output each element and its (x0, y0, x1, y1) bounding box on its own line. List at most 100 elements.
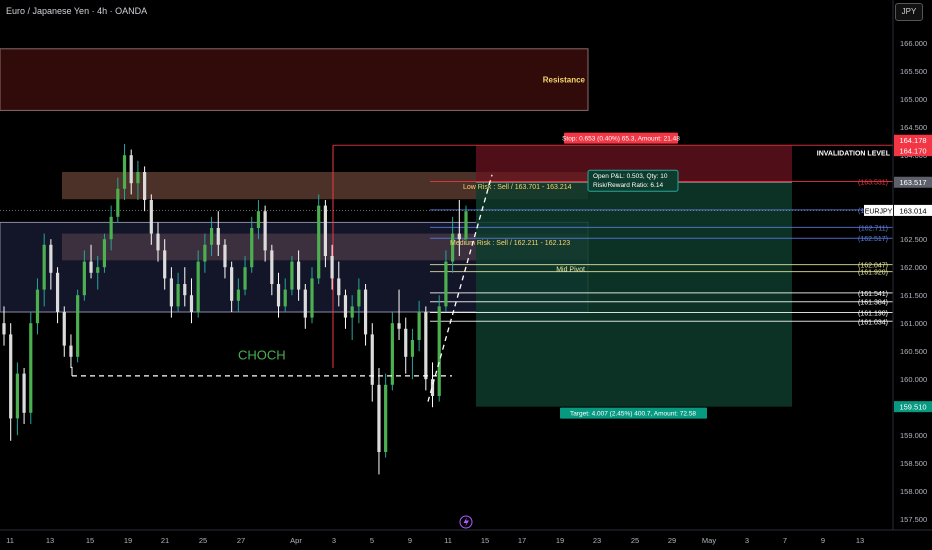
time-tick: Apr (290, 536, 302, 545)
level-label: (161.541) (858, 291, 888, 298)
position-layer (476, 145, 792, 407)
price-tick: 161.000 (900, 319, 927, 328)
candle-body (410, 340, 415, 357)
stop-label-box (564, 132, 678, 144)
price-tag-text: 164.170 (899, 147, 926, 156)
candle-body (49, 244, 53, 273)
candle-body (216, 228, 220, 245)
price-tick: 162.000 (900, 263, 927, 272)
price-tag (894, 145, 932, 157)
candle-body (156, 233, 160, 251)
price-tags: 164.178 164.170 163.517 163.014 159.510 EURJP… (864, 134, 932, 413)
price-tag-text: 159.510 (899, 403, 926, 412)
candles-layer (2, 144, 468, 475)
time-tick: 29 (668, 536, 676, 545)
rr-label: Risk/Reward Ratio: 6.14 (593, 182, 663, 189)
time-axis[interactable]: 11 13 15 19 21 25 27 Apr 3 5 9 11 15 17 19 23 25 29 May 3 7 9… (6, 536, 864, 545)
candle-body (29, 323, 33, 413)
time-tick: 19 (556, 536, 564, 545)
symbol-tag (864, 204, 893, 216)
candle-body (136, 172, 140, 184)
candle-body (55, 272, 60, 312)
candle-body (390, 323, 394, 385)
candle-body (451, 233, 455, 262)
candle-body (109, 216, 113, 240)
projection-path (427, 174, 493, 402)
candle-body (377, 384, 381, 452)
candle-body (337, 278, 341, 296)
candle-body (42, 244, 46, 290)
candle-body (223, 244, 227, 268)
price-tick: 164.500 (900, 123, 927, 132)
candle-body (310, 278, 314, 318)
time-tick: 3 (745, 536, 749, 545)
candle-body (417, 312, 421, 340)
candle-body (397, 323, 401, 329)
time-tick: 13 (856, 536, 864, 545)
time-tick: 9 (408, 536, 412, 545)
candle-body (290, 261, 294, 290)
stop-label: Stop: 0.653 (0.40%) 65.3, Amount: 21.48 (562, 136, 680, 143)
candle-body (270, 250, 274, 284)
time-tick: 17 (518, 536, 526, 545)
level-label: (161.384) (858, 300, 888, 307)
price-tick: 158.500 (900, 459, 927, 468)
candle-body (263, 211, 267, 251)
candle-body (283, 289, 287, 307)
level-label: (161.034) (858, 319, 888, 326)
candle-body (203, 244, 207, 262)
price-tick: 165.500 (900, 67, 927, 76)
time-tick: 25 (199, 536, 207, 545)
candle-body (357, 289, 361, 307)
candle-body (243, 267, 247, 290)
chart-title: Euro / Japanese Yen · 4h · OANDA (6, 6, 148, 16)
candle-body (424, 312, 428, 380)
candle-body (163, 250, 167, 279)
candle-body (9, 334, 13, 419)
target-label: Target: 4.007 (2.45%) 400.7, Amount: 72.… (570, 411, 696, 418)
time-tick: 27 (237, 536, 245, 545)
candle-body (230, 267, 234, 301)
price-tick: 159.000 (900, 431, 927, 440)
price-tag (894, 176, 932, 188)
candle-body (276, 284, 281, 307)
time-tick: 15 (86, 536, 94, 545)
candle-body (82, 261, 86, 296)
candle-body (149, 200, 153, 234)
candle-body (330, 256, 334, 279)
invalidation-label: INVALIDATION LEVEL (817, 150, 891, 157)
candle-body (89, 261, 93, 273)
price-tag-text: 163.517 (899, 178, 926, 187)
level-label: (161.920) (858, 270, 888, 277)
level-label: (161.190) (858, 311, 888, 318)
symbol-tag-text: EURJPY (865, 208, 893, 215)
target-zone (476, 182, 792, 407)
level-label: (162.711) (859, 225, 888, 232)
candle-body (404, 328, 408, 357)
pnl-box (587, 169, 679, 192)
price-tag-text: 164.178 (899, 136, 926, 145)
candle-body (143, 172, 147, 200)
candle-body (35, 289, 40, 324)
candle-body (444, 261, 448, 307)
time-tick: 9 (821, 536, 825, 545)
zone-1 (0, 48, 589, 111)
candle-body (430, 379, 435, 396)
price-tag-text: 163.014 (899, 206, 926, 215)
level-label: (162.517) (858, 236, 888, 243)
pnl-label: Open P&L: 0.503, Qty: 10 (593, 173, 668, 180)
candle-body (343, 295, 348, 318)
candle-body (62, 312, 66, 346)
price-tick: 165.000 (900, 95, 927, 104)
price-axis[interactable]: 166.000165.500165.000164.500164.000163.5… (900, 39, 927, 524)
candle-body (176, 284, 180, 307)
time-tick: 23 (593, 536, 601, 545)
candle-body (209, 228, 214, 245)
price-tag (894, 204, 932, 216)
candle-body (250, 228, 254, 268)
lightning-icon[interactable] (459, 515, 473, 529)
level-label: (162.047) (858, 263, 888, 270)
candle-body (196, 261, 200, 312)
currency-button[interactable]: JPY (895, 3, 923, 21)
